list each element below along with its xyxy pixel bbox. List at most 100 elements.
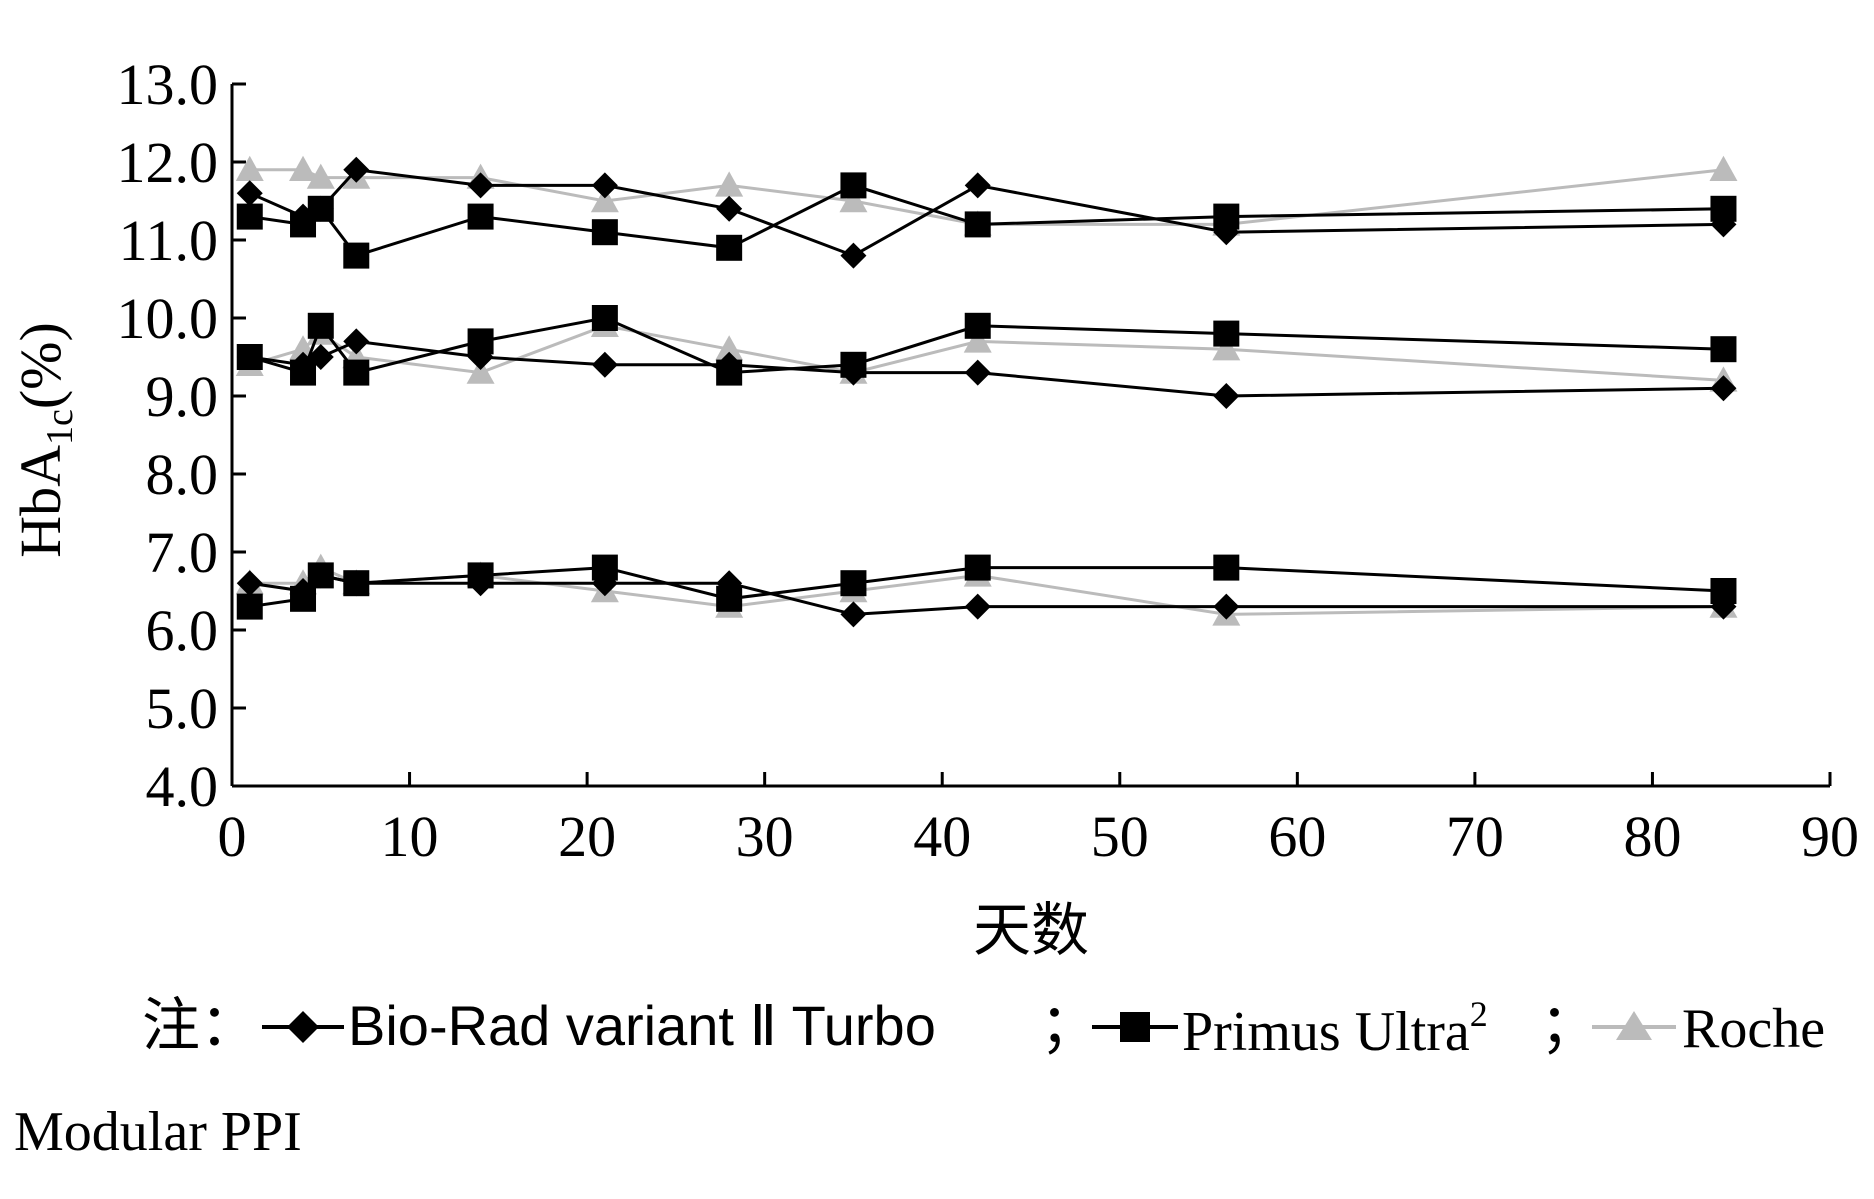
data-point-roche [1212, 335, 1241, 361]
data-point-primus [716, 585, 743, 612]
data-point-primus [343, 242, 370, 269]
data-point-primus [467, 562, 494, 589]
legend-separator-1: ； [1040, 991, 1098, 1059]
x-tick-label: 30 [736, 804, 794, 869]
data-point-bio-rad [716, 195, 743, 222]
y-tick-label: 6.0 [146, 598, 219, 663]
legend: 注： Bio-Rad variant Ⅱ Turbo ； Primus Ultr… [14, 991, 1825, 1163]
legend-marker-bio-rad [287, 1011, 319, 1043]
data-point-roche [839, 187, 868, 213]
y-tick-label: 4.0 [146, 754, 219, 819]
y-tick-label: 11.0 [119, 208, 218, 273]
x-tick-label: 50 [1091, 804, 1149, 869]
x-tick-label: 10 [381, 804, 439, 869]
y-axis-title: HbA1c(%) [8, 322, 81, 558]
y-tick-label: 8.0 [146, 442, 219, 507]
data-point-bio-rad [236, 180, 263, 207]
legend-marker-primus [1120, 1012, 1150, 1042]
data-point-bio-rad [467, 172, 494, 199]
data-point-primus [840, 172, 867, 199]
data-point-roche [306, 163, 335, 189]
x-tick-label: 20 [558, 804, 616, 869]
data-point-roche [1709, 155, 1738, 181]
y-tick-label: 12.0 [117, 130, 219, 195]
x-tick-label: 60 [1268, 804, 1326, 869]
data-point-bio-rad [840, 601, 867, 628]
data-point-primus [343, 359, 370, 386]
y-tick-label: 5.0 [146, 676, 219, 741]
legend-prefix: 注： [142, 991, 258, 1059]
data-point-primus [290, 359, 317, 386]
data-point-bio-rad [591, 172, 618, 199]
data-point-bio-rad [964, 172, 991, 199]
data-point-primus [307, 562, 334, 589]
data-point-primus [236, 203, 263, 230]
series-primus [236, 172, 1737, 620]
data-point-primus [1213, 554, 1240, 581]
y-axis-title-main: HbA [8, 445, 73, 558]
data-point-primus [716, 359, 743, 386]
series-layer [235, 155, 1738, 628]
x-tick-label: 40 [913, 804, 971, 869]
y-tick-label: 10.0 [117, 286, 219, 351]
data-point-primus [716, 234, 743, 261]
legend-label-roche: Roche [1682, 998, 1825, 1060]
data-point-primus [467, 203, 494, 230]
y-tick-label: 13.0 [117, 52, 219, 117]
x-tick-label: 80 [1623, 804, 1681, 869]
legend-entry-bio-rad: Bio-Rad variant Ⅱ Turbo ； [262, 991, 1098, 1059]
data-point-primus [1213, 320, 1240, 347]
y-tick-label: 7.0 [146, 520, 219, 585]
data-point-primus [1710, 336, 1737, 363]
y-axis-title-subscript: 1c [39, 409, 81, 445]
legend-separator-2: ； [1540, 991, 1598, 1059]
data-point-roche [289, 155, 318, 181]
data-point-bio-rad [964, 593, 991, 620]
legend-entry-roche: Roche [1592, 998, 1825, 1060]
data-point-roche [715, 171, 744, 197]
data-point-primus [591, 554, 618, 581]
data-point-bio-rad [591, 351, 618, 378]
data-point-bio-rad [343, 156, 370, 183]
data-point-bio-rad [964, 359, 991, 386]
data-point-primus [964, 554, 991, 581]
legend-label-primus: Primus Ultra2 [1182, 994, 1488, 1063]
y-tick-label: 9.0 [146, 364, 219, 429]
data-point-primus [964, 211, 991, 238]
data-point-primus [307, 195, 334, 222]
legend-label-primus-superscript: 2 [1470, 994, 1488, 1034]
x-axis-title: 天数 [973, 896, 1089, 964]
data-point-primus [1710, 578, 1737, 604]
data-point-roche [715, 335, 744, 361]
data-point-primus [1213, 203, 1240, 230]
data-point-primus [307, 312, 334, 339]
x-ticks: 0 10 20 30 40 50 60 70 80 90 [218, 772, 1859, 869]
legend-label-bio-rad: Bio-Rad variant Ⅱ Turbo [348, 994, 936, 1057]
data-point-bio-rad [1710, 375, 1737, 402]
data-point-primus [467, 328, 494, 355]
data-point-bio-rad [236, 570, 263, 597]
data-point-primus [964, 312, 991, 339]
data-point-bio-rad [1213, 593, 1240, 620]
x-tick-label: 0 [218, 804, 247, 869]
legend-marker-roche [1616, 1011, 1652, 1040]
data-point-primus [591, 219, 618, 246]
data-point-primus [840, 570, 867, 597]
data-point-bio-rad [1213, 383, 1240, 409]
data-point-roche [235, 155, 264, 181]
legend-wrap-text: Modular PPI [14, 1101, 302, 1163]
data-point-primus [591, 305, 618, 331]
data-point-primus [343, 570, 370, 597]
y-axis-title-suffix: (%) [8, 322, 73, 409]
data-point-primus [236, 344, 263, 370]
data-point-primus [1710, 195, 1737, 222]
data-point-primus [840, 351, 867, 378]
data-point-bio-rad [343, 328, 370, 355]
x-tick-label: 70 [1446, 804, 1504, 869]
y-ticks: 4.0 5.0 6.0 7.0 8.0 9.0 10.0 11.0 12.0 13.0 [117, 52, 246, 819]
data-point-primus [290, 585, 317, 612]
data-point-bio-rad [840, 242, 867, 269]
data-point-roche [963, 327, 992, 353]
legend-entry-primus: Primus Ultra2 ； [1092, 991, 1598, 1063]
